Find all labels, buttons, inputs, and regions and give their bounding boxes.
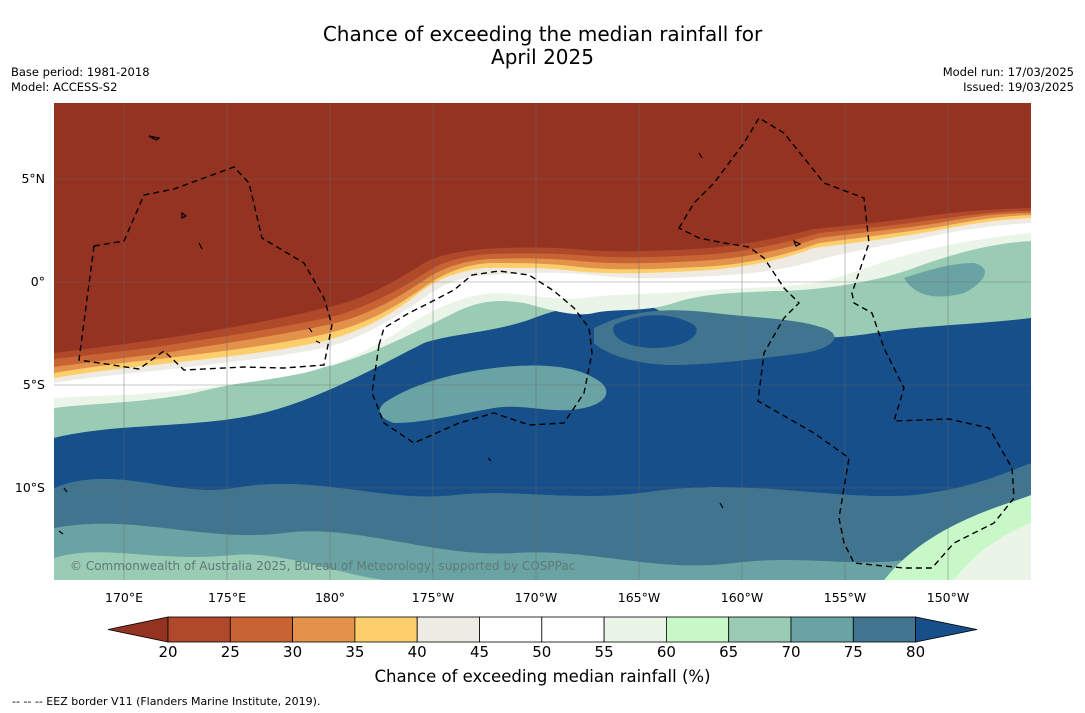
patch-70-east (904, 263, 985, 297)
rainfall-map (54, 103, 1031, 580)
colorbar-tick-label: 45 (469, 643, 490, 661)
lon-tick-label: 165°W (617, 590, 661, 605)
lon-tick-label: 180° (314, 590, 346, 605)
colorbar-segment (728, 616, 792, 643)
copyright-text: © Commonwealth of Australia 2025, Bureau… (70, 559, 576, 573)
colorbar-title: Chance of exceeding median rainfall (%) (374, 667, 711, 686)
islands (58, 135, 802, 535)
lat-tick-label: 5°N (21, 171, 45, 186)
colorbar-tick-label: 50 (532, 643, 552, 661)
meta-left: Base period: 1981-2018 Model: ACCESS-S2 (11, 65, 150, 95)
band-55-se (954, 523, 1031, 580)
chart-title-line2: April 2025 (491, 45, 594, 69)
colorbar-segment (541, 616, 605, 643)
band-65-sw (54, 552, 384, 580)
eez-kiribati-line-cook (678, 117, 1015, 569)
colorbar-extend-high (915, 616, 978, 643)
colorbar-tick-label: 30 (283, 643, 303, 661)
colorbar-tick-label: 25 (220, 643, 240, 661)
issued-text: Issued: 19/03/2025 (963, 80, 1074, 94)
eez-footnote: -- -- -- EEZ border V11 (Flanders Marine… (12, 695, 321, 708)
colorbar-segment (479, 616, 543, 643)
colorbar-tick-label: 35 (345, 643, 365, 661)
colorbar-segment (167, 616, 231, 643)
chart-title-line1: Chance of exceeding the median rainfall … (322, 22, 763, 46)
eez-borders (78, 117, 1015, 569)
colorbar-tick-label: 70 (781, 643, 801, 661)
colorbar-tick-label: 60 (656, 643, 676, 661)
colorbar-tick-label: 75 (843, 643, 863, 661)
lon-tick-label: 175°E (207, 590, 247, 605)
lat-tick-label: 0° (30, 274, 45, 289)
colorbar-segment (416, 616, 480, 643)
colorbar-tick-label: 40 (407, 643, 427, 661)
lat-tick-label: 10°S (14, 480, 45, 495)
patch-80 (613, 315, 697, 348)
lat-tick-label: 5°S (22, 377, 45, 392)
lon-tick-label: 150°W (926, 590, 970, 605)
model-text: Model: ACCESS-S2 (11, 80, 118, 94)
patch-70 (379, 365, 607, 423)
colorbar-segment (666, 616, 730, 643)
eez-tuvalu-kiribati-west (78, 166, 333, 371)
colorbar-segment (852, 616, 916, 643)
colorbar-tick-label: 20 (158, 643, 178, 661)
colorbar-tick-label: 55 (594, 643, 614, 661)
band-below-20 (54, 103, 1031, 353)
base-period-text: Base period: 1981-2018 (11, 65, 150, 79)
colorbar-tick-label: 65 (719, 643, 739, 661)
eez-tokelau-samoa (371, 270, 593, 444)
colorbar-segment (790, 616, 854, 643)
lon-tick-label: 170°W (514, 590, 558, 605)
colorbar-segment (354, 616, 418, 643)
colorbar-extend-low (108, 616, 169, 643)
meta-right: Model run: 17/03/2025 Issued: 19/03/2025 (943, 65, 1074, 95)
lon-tick-label: 160°W (720, 590, 764, 605)
grid (54, 103, 1031, 580)
colorbar-segment (292, 616, 356, 643)
colorbar-segment (603, 616, 667, 643)
colorbar (108, 616, 978, 643)
lon-tick-label: 175°W (411, 590, 455, 605)
lon-tick-label: 170°E (104, 590, 144, 605)
colorbar-segment (229, 616, 294, 643)
colorbar-tick-label: 80 (906, 643, 926, 661)
lon-tick-label: 155°W (823, 590, 867, 605)
model-run-text: Model run: 17/03/2025 (942, 65, 1074, 79)
